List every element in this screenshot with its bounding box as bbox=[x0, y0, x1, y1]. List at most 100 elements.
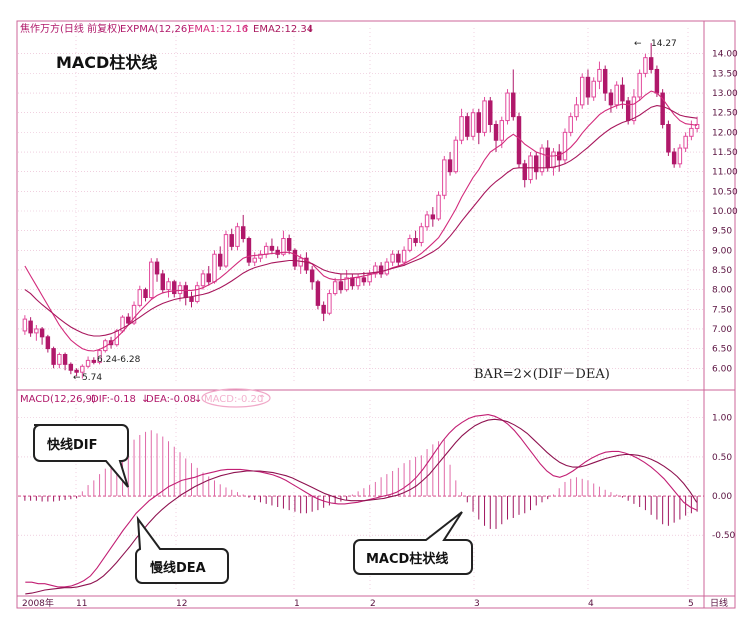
candle-body bbox=[281, 238, 286, 255]
date-tick-label: 11 bbox=[76, 599, 87, 609]
callout-dea: 慢线DEA bbox=[135, 515, 229, 584]
candle-body bbox=[447, 159, 453, 173]
price-grid bbox=[18, 28, 704, 384]
candle-body bbox=[465, 116, 470, 137]
ema2-value: EMA2:12.34 bbox=[253, 24, 313, 35]
candle-body bbox=[338, 281, 344, 291]
candle-body bbox=[407, 238, 413, 251]
macd-tick-label: -0.50 bbox=[712, 531, 736, 541]
candle-body bbox=[539, 147, 545, 173]
candle-body bbox=[637, 72, 642, 98]
candle-body bbox=[39, 328, 45, 338]
candle-body bbox=[620, 84, 625, 102]
candle-body bbox=[666, 124, 671, 153]
dea-value: DEA:-0.08 bbox=[146, 394, 196, 405]
low-arrow-icon: ← bbox=[73, 373, 81, 383]
dea-line bbox=[25, 418, 698, 595]
candle-body bbox=[62, 354, 68, 365]
candle-body bbox=[22, 318, 28, 332]
candle-body bbox=[45, 336, 51, 350]
callout-bar-bubble bbox=[353, 511, 473, 575]
candle-body bbox=[195, 285, 200, 302]
candle-body bbox=[401, 249, 407, 263]
price-tick-label: 8.00 bbox=[712, 286, 732, 296]
candle-body bbox=[137, 289, 143, 306]
candle-body bbox=[160, 273, 165, 291]
candle-body bbox=[522, 163, 527, 181]
macd-grid bbox=[18, 400, 704, 590]
candle-body bbox=[235, 226, 240, 247]
candle-body bbox=[568, 116, 573, 133]
candle-body bbox=[183, 285, 188, 299]
price-tick-label: 13.50 bbox=[712, 69, 738, 79]
date-tick-label: 12 bbox=[176, 599, 187, 609]
candle-body bbox=[304, 257, 309, 271]
price-tick-label: 6.50 bbox=[712, 345, 732, 355]
candle-body bbox=[654, 68, 660, 94]
price-tick-label: 9.50 bbox=[712, 227, 732, 237]
candle-body bbox=[218, 253, 223, 267]
candle-body bbox=[482, 100, 487, 133]
candle-body bbox=[470, 112, 476, 137]
down-arrow-icon: ↓ bbox=[306, 24, 314, 35]
ema2-line bbox=[24, 105, 698, 337]
candle-body bbox=[212, 253, 217, 283]
callout-bar: MACD柱状线 bbox=[353, 511, 473, 575]
macd-tick-label: 0.00 bbox=[712, 492, 732, 502]
candle-body bbox=[240, 226, 246, 240]
candle-body bbox=[177, 285, 183, 295]
candle-body bbox=[557, 151, 562, 161]
candle-body bbox=[206, 273, 211, 283]
candle-body bbox=[419, 226, 424, 243]
expma-label: EXPMA(12,26) bbox=[120, 24, 191, 35]
price-tick-label: 12.50 bbox=[712, 109, 738, 119]
price-tick-label: 7.50 bbox=[712, 305, 732, 315]
candle-body bbox=[149, 261, 154, 299]
main-annotation-title: MACD柱状线 bbox=[56, 53, 157, 72]
candle-body bbox=[85, 359, 91, 367]
candle-body bbox=[562, 131, 568, 161]
candle-body bbox=[442, 159, 447, 196]
range-label: 6.24-6.28 bbox=[97, 355, 141, 365]
date-tick-label: 4 bbox=[588, 599, 594, 609]
callout-dif-bubble bbox=[33, 424, 129, 488]
price-tick-label: 6.00 bbox=[712, 364, 732, 374]
price-tick-label: 12.00 bbox=[712, 128, 738, 138]
candle-body bbox=[143, 289, 148, 298]
candle-body bbox=[373, 265, 378, 275]
price-tick-label: 10.50 bbox=[712, 187, 738, 197]
date-tick-label: 3 bbox=[474, 599, 480, 609]
down-arrow-icon: ↓ bbox=[194, 394, 202, 405]
candle-body bbox=[51, 348, 56, 365]
candlestick-series bbox=[22, 43, 700, 379]
candle-body bbox=[488, 100, 493, 125]
low-label: 5.74 bbox=[82, 373, 102, 383]
dif-line bbox=[25, 414, 697, 588]
candle-body bbox=[631, 96, 637, 122]
macd-value-highlight bbox=[201, 388, 271, 408]
macd-tick-label: 1.00 bbox=[712, 414, 732, 424]
candle-body bbox=[424, 214, 430, 228]
ema1-value: EMA1:12.16 bbox=[188, 24, 248, 35]
candle-body bbox=[643, 57, 648, 74]
date-axis-labels: 2008年 11 12 1 2 3 4 5 日线 bbox=[22, 597, 728, 609]
candle-body bbox=[579, 76, 585, 106]
candle-body bbox=[223, 234, 229, 267]
candle-body bbox=[534, 155, 539, 173]
candle-body bbox=[367, 273, 372, 283]
price-tick-label: 7.00 bbox=[712, 325, 732, 335]
candle-body bbox=[459, 116, 464, 141]
callout-bar-label: MACD柱状线 bbox=[366, 551, 448, 567]
candle-body bbox=[591, 80, 596, 98]
macd-histogram bbox=[24, 430, 698, 529]
candle-body bbox=[614, 84, 619, 106]
candle-body bbox=[286, 238, 292, 251]
candle-body bbox=[384, 261, 390, 275]
candle-body bbox=[172, 281, 177, 295]
candle-body bbox=[252, 257, 257, 263]
candle-body bbox=[694, 124, 700, 129]
candle-body bbox=[154, 261, 160, 275]
macd-title: MACD(12,26,9) bbox=[20, 394, 96, 405]
